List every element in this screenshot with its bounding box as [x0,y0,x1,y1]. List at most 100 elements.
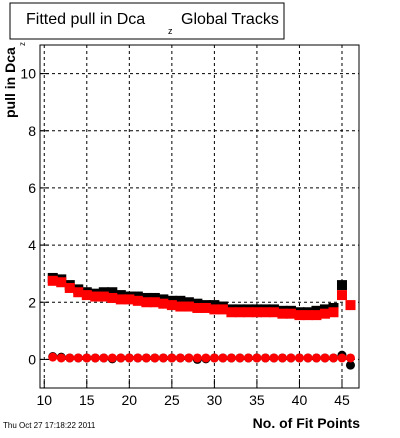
circle-marker [184,353,194,363]
square-marker [336,280,347,291]
circle-marker [235,353,245,363]
x-tick-label: 45 [334,392,350,408]
square-marker [107,287,118,298]
square-marker [158,298,169,309]
y-tick-label: 4 [28,237,36,253]
x-tick-label: 35 [249,392,265,408]
chart-title: Fitted pull in Dca [26,11,145,28]
x-tick-label: 30 [207,392,223,408]
circle-marker [337,353,347,363]
circle-marker [56,353,66,363]
square-marker [319,308,330,319]
circle-marker [65,353,75,363]
y-label-subscript: z [18,42,27,46]
circle-marker [260,353,270,363]
circle-marker [167,353,177,363]
circle-marker [328,353,338,363]
square-marker [47,275,58,286]
square-marker [81,290,92,301]
square-marker [175,295,186,306]
circle-marker [345,360,355,370]
title-tail: Global Tracks [181,11,279,28]
square-marker [336,290,347,301]
square-marker [302,310,313,321]
circle-marker [107,353,117,363]
x-axis-label: No. of Fit Points [253,415,361,431]
x-tick-label: 40 [292,392,308,408]
y-tick-label: 0 [28,351,36,367]
square-marker [209,304,220,315]
x-tick-label: 20 [122,392,138,408]
circle-marker [99,353,109,363]
square-marker [268,307,279,318]
square-marker [234,307,245,318]
title-box [9,2,285,40]
square-marker [175,301,186,312]
square-marker [98,291,109,302]
y-axis-label: pull in Dca [2,47,18,118]
square-marker [124,294,135,305]
circle-marker [73,353,83,363]
square-marker [285,308,296,319]
circle-marker [82,353,92,363]
x-tick-label: 15 [79,392,95,408]
circle-marker [218,353,228,363]
square-marker [251,307,262,318]
square-marker [115,294,126,305]
square-marker [277,308,288,319]
circle-marker [252,353,262,363]
square-marker [73,287,84,298]
circle-marker [124,353,134,363]
square-marker [132,295,143,306]
circle-marker [243,353,253,363]
timestamp: Thu Oct 27 17:18:22 2011 [3,421,96,430]
circle-marker [192,353,202,363]
circle-marker [90,353,100,363]
y-tick-label: 8 [28,123,36,139]
circle-marker [345,353,355,363]
circle-marker [277,353,287,363]
square-marker [328,307,339,318]
circle-marker [158,353,168,363]
y-tick-label: 2 [28,294,36,310]
circle-marker [320,353,330,363]
square-marker [345,300,356,311]
circle-marker [133,353,143,363]
y-tick-label: 6 [28,180,36,196]
circle-marker [303,353,313,363]
square-marker [56,277,67,288]
square-marker [243,307,254,318]
circle-marker [269,353,279,363]
square-marker [217,304,228,315]
square-marker [200,302,211,313]
circle-marker [209,353,219,363]
circle-marker [141,353,151,363]
circle-marker [175,353,185,363]
circle-marker [286,353,296,363]
square-marker [192,302,203,313]
square-marker [90,291,101,302]
circle-marker [48,352,58,362]
circle-marker [311,353,321,363]
circle-marker [116,353,126,363]
square-marker [141,297,152,308]
title-subscript: z [168,26,173,36]
square-marker [64,282,75,293]
square-marker [149,297,160,308]
circle-marker [294,353,304,363]
square-marker [260,307,271,318]
square-marker [226,307,237,318]
square-marker [107,292,118,303]
x-tick-label: 25 [164,392,180,408]
circle-marker [226,353,236,363]
square-marker [311,310,322,321]
plot-frame [39,44,360,389]
circle-marker [201,353,211,363]
square-marker [166,300,177,311]
x-tick-label: 10 [36,392,52,408]
y-tick-label: 10 [20,66,36,82]
square-marker [294,310,305,321]
square-marker [183,301,194,312]
circle-marker [150,353,160,363]
